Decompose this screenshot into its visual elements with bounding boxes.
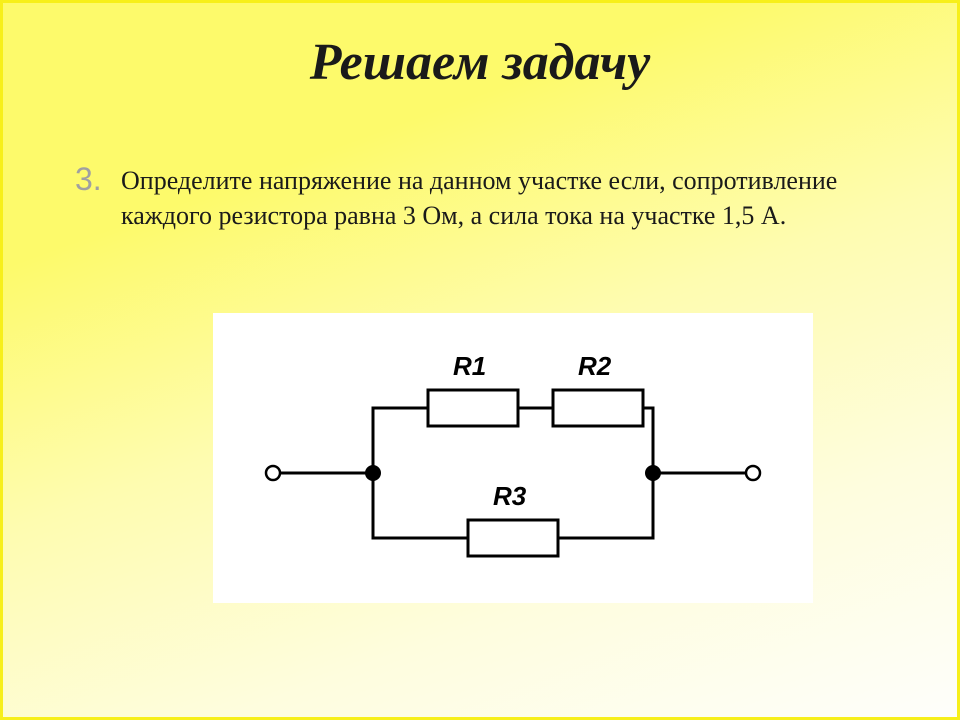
problem-text: Определите напряжение на данном участке … — [121, 163, 861, 233]
svg-text:R1: R1 — [453, 351, 486, 381]
circuit-svg: R1 R2 R3 — [213, 313, 813, 603]
circuit-diagram: R1 R2 R3 — [213, 313, 813, 603]
page-title: Решаем задачу — [3, 33, 957, 92]
svg-text:R3: R3 — [493, 481, 527, 511]
problem-number: 3. — [75, 161, 102, 198]
svg-text:R2: R2 — [578, 351, 612, 381]
slide: Решаем задачу 3. Определите напряжение н… — [0, 0, 960, 720]
